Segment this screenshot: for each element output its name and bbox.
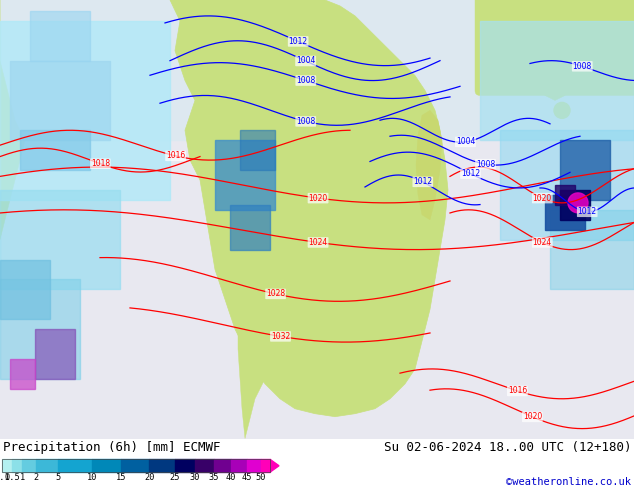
Polygon shape xyxy=(238,225,310,439)
Bar xyxy=(230,205,270,249)
Polygon shape xyxy=(170,0,448,416)
Text: 5: 5 xyxy=(56,473,61,482)
Bar xyxy=(261,459,270,472)
Text: 35: 35 xyxy=(209,473,219,482)
Bar xyxy=(240,130,275,170)
Bar xyxy=(2,459,12,472)
Text: 0.1: 0.1 xyxy=(0,473,10,482)
Text: 1024: 1024 xyxy=(533,238,552,247)
Polygon shape xyxy=(0,0,25,240)
Text: ©weatheronline.co.uk: ©weatheronline.co.uk xyxy=(506,477,631,487)
Circle shape xyxy=(568,193,588,213)
Bar xyxy=(480,21,634,140)
Text: 0.5: 0.5 xyxy=(4,473,20,482)
Text: 15: 15 xyxy=(116,473,127,482)
Text: 1020: 1020 xyxy=(533,194,552,203)
Bar xyxy=(195,459,214,472)
Text: 50: 50 xyxy=(256,473,266,482)
Text: 1016: 1016 xyxy=(508,387,527,395)
Bar xyxy=(58,459,92,472)
Bar xyxy=(2,459,270,472)
Text: 1028: 1028 xyxy=(266,290,285,298)
Bar xyxy=(231,459,247,472)
Text: 1032: 1032 xyxy=(271,332,290,341)
Bar xyxy=(560,190,590,220)
Text: 1024: 1024 xyxy=(308,238,328,247)
FancyBboxPatch shape xyxy=(475,0,634,96)
Bar xyxy=(0,190,120,290)
Bar xyxy=(12,459,22,472)
Polygon shape xyxy=(270,459,279,472)
Text: 1012: 1012 xyxy=(578,207,597,216)
Text: 1020: 1020 xyxy=(522,413,542,421)
Text: Su 02-06-2024 18..00 UTC (12+180): Su 02-06-2024 18..00 UTC (12+180) xyxy=(384,441,631,454)
Text: 45: 45 xyxy=(242,473,252,482)
Bar xyxy=(0,260,50,319)
Text: 25: 25 xyxy=(170,473,180,482)
Bar xyxy=(22,459,36,472)
Text: 20: 20 xyxy=(144,473,155,482)
Bar xyxy=(555,185,575,205)
Bar xyxy=(30,11,90,61)
Text: 1004: 1004 xyxy=(456,137,475,147)
Bar xyxy=(20,130,90,170)
Bar xyxy=(500,130,634,240)
Polygon shape xyxy=(530,51,570,100)
Text: 30: 30 xyxy=(190,473,200,482)
Text: 1: 1 xyxy=(20,473,25,482)
Bar xyxy=(35,329,75,379)
Text: 1008: 1008 xyxy=(296,117,315,126)
Bar xyxy=(92,459,121,472)
Bar xyxy=(550,210,634,290)
Text: 1012: 1012 xyxy=(413,177,432,186)
Text: 10: 10 xyxy=(87,473,97,482)
Text: 1020: 1020 xyxy=(308,194,328,203)
Text: 40: 40 xyxy=(226,473,236,482)
Bar xyxy=(247,459,261,472)
Bar xyxy=(560,140,610,200)
Bar xyxy=(215,140,275,210)
Bar xyxy=(150,459,175,472)
Bar xyxy=(214,459,231,472)
Text: 1004: 1004 xyxy=(296,56,315,66)
Bar xyxy=(121,459,150,472)
Text: 1012: 1012 xyxy=(288,37,307,46)
Bar xyxy=(0,0,634,140)
Bar xyxy=(0,21,170,200)
Circle shape xyxy=(554,102,570,119)
Text: 1008: 1008 xyxy=(476,160,495,169)
Text: 2: 2 xyxy=(34,473,39,482)
Text: 1008: 1008 xyxy=(573,62,592,71)
Text: Precipitation (6h) [mm] ECMWF: Precipitation (6h) [mm] ECMWF xyxy=(3,441,221,454)
Bar xyxy=(175,459,195,472)
Bar xyxy=(10,61,110,140)
Polygon shape xyxy=(416,110,442,220)
Text: 1008: 1008 xyxy=(296,76,315,85)
Bar xyxy=(0,279,80,379)
Bar xyxy=(545,195,585,230)
Bar xyxy=(36,459,58,472)
Bar xyxy=(10,359,35,389)
Text: 1016: 1016 xyxy=(166,151,185,160)
Text: 1018: 1018 xyxy=(91,159,110,168)
Text: 1012: 1012 xyxy=(461,169,480,178)
